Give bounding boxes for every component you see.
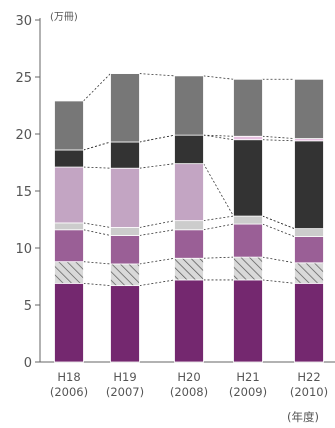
stack-connector-line: [262, 135, 295, 139]
bar-segment: [110, 285, 140, 363]
bar-segment: [233, 135, 263, 141]
axis-layer: 0 5 10 15 20 25 30 H18(2006) H19(2007) H20(2008) H…: [15, 14, 335, 399]
bar-segment: [110, 167, 140, 228]
bar-segment: [110, 263, 140, 287]
bar-segment: [174, 220, 204, 231]
x-tick-label-year: (2010): [290, 385, 328, 399]
stack-connector-line: [203, 134, 234, 137]
x-tick-label: H22: [297, 370, 320, 384]
bar-segment: [110, 73, 140, 143]
stack-connector-line: [139, 257, 175, 265]
bar-segment: [294, 140, 324, 230]
bar-segment: [233, 139, 263, 217]
stack-connector-line: [83, 141, 111, 151]
stack-connector-line: [83, 166, 111, 169]
stack-connector-line: [139, 279, 175, 287]
y-tick-label: 10: [15, 242, 32, 257]
bar-segment: [294, 228, 324, 237]
bar-segment: [54, 100, 84, 151]
bar-segment: [174, 163, 204, 222]
y-tick-label: 20: [15, 128, 32, 143]
stack-connector-line: [262, 139, 295, 142]
bar-segment: [294, 282, 324, 363]
unit-label: (万冊): [50, 12, 78, 23]
stack-connector-line: [83, 261, 111, 265]
bar-segment: [174, 257, 204, 281]
bar-segment: [294, 262, 324, 284]
stack-connector-line: [262, 223, 295, 237]
stack-connector-line: [262, 256, 295, 264]
bar-segment: [294, 78, 324, 139]
bar-segment: [233, 279, 263, 363]
x-tick-label: H21: [236, 370, 259, 384]
stack-connector-line: [139, 220, 175, 228]
x-tick-label-year: (2006): [50, 385, 88, 399]
bar-segment: [294, 236, 324, 264]
stack-connector-line: [83, 229, 111, 236]
bar-segment: [174, 229, 204, 259]
bar-layer: [54, 73, 324, 363]
bar-segment: [54, 282, 84, 363]
bar-segment: [54, 261, 84, 284]
bar-segment: [54, 222, 84, 231]
y-tick-label: 5: [24, 299, 32, 314]
bar-segment: [110, 141, 140, 169]
stack-connector-line: [83, 282, 111, 287]
bar-segment: [174, 75, 204, 136]
bar-segment: [54, 229, 84, 263]
stack-connector-line: [139, 163, 175, 169]
connector-layer: [83, 73, 295, 287]
year-axis-label: (年度): [287, 410, 319, 424]
x-tick-label: H20: [177, 370, 200, 384]
stack-connector-line: [203, 163, 234, 217]
stack-connector-line: [83, 222, 111, 228]
bar-segment: [54, 166, 84, 224]
bar-segment: [233, 78, 263, 137]
y-tick-label: 30: [15, 14, 32, 29]
stack-connector-line: [139, 229, 175, 236]
stack-connector-line: [203, 215, 234, 222]
stack-connector-line: [83, 73, 111, 102]
bar-segment: [54, 149, 84, 168]
stack-connector-line: [203, 134, 234, 141]
bar-segment: [233, 256, 263, 281]
stack-connector-line: [203, 75, 234, 80]
x-tick-label-year: (2007): [106, 385, 144, 399]
bar-segment: [174, 279, 204, 363]
y-tick-label: 15: [15, 185, 32, 200]
stack-connector-line: [262, 279, 295, 284]
x-tick-label-year: (2008): [170, 385, 208, 399]
stack-connector-line: [203, 223, 234, 231]
bar-segment: [110, 227, 140, 236]
stack-connector-line: [203, 256, 234, 259]
x-tick-label-year: (2009): [229, 385, 267, 399]
x-tick-label: H19: [113, 370, 136, 384]
bar-segment: [233, 223, 263, 258]
stack-connector-line: [139, 73, 175, 77]
y-tick-label: 25: [15, 71, 32, 86]
x-tick-label: H18: [57, 370, 80, 384]
stack-connector-line: [139, 134, 175, 143]
bar-segment: [233, 215, 263, 225]
stack-connector-line: [262, 215, 295, 229]
bar-segment: [174, 134, 204, 165]
y-tick-label: 0: [24, 356, 32, 371]
bar-segment: [110, 235, 140, 265]
